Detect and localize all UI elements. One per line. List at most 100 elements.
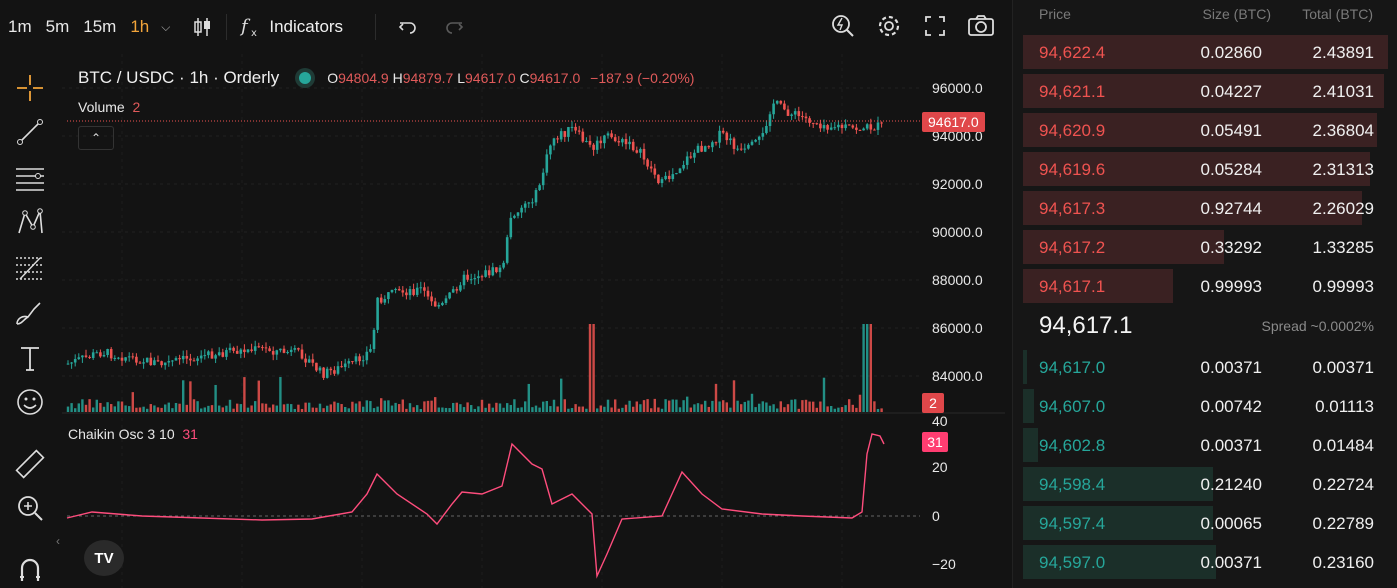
bid-size: 0.21240 [1200,475,1262,494]
price-axis-label: 92000.0 [932,176,983,192]
fullscreen-icon[interactable] [921,12,949,40]
bid-size: 0.00371 [1200,358,1262,377]
toolbar-divider [375,14,377,40]
price-axis-label: 84000.0 [932,368,983,384]
total-column-header: Total (BTC) [1302,6,1373,22]
timeframe-5m[interactable]: 5m [45,17,70,36]
bid-depth-bar [1023,428,1038,462]
bid-price: 94,597.0 [1039,553,1106,572]
settings-gear-icon[interactable] [875,12,903,40]
bid-depth-bar [1023,506,1213,540]
price-axis-label: 90000.0 [932,224,983,240]
ask-row[interactable]: 94,620.9 0.05491 2.36804 [1023,113,1388,147]
ask-size: 0.02860 [1200,43,1262,62]
ask-price: 94,617.3 [1039,199,1106,218]
market-status-dot [299,72,312,84]
redo-icon[interactable] [440,13,468,41]
bid-row[interactable]: 94,617.0 0.00371 0.00371 [1023,350,1388,384]
bid-row[interactable]: 94,598.4 0.21240 0.22724 [1023,467,1388,501]
bid-depth-bar [1023,350,1027,384]
timeframe-1m[interactable]: 1m [8,17,32,36]
indicators-button[interactable]: Indicators [269,17,344,36]
ask-row[interactable]: 94,617.1 0.99993 0.99993 [1023,269,1388,303]
ask-row[interactable]: 94,617.2 0.33292 1.33285 [1023,230,1388,264]
bid-total: 0.01113 [1315,397,1374,416]
ask-price: 94,620.9 [1039,121,1106,140]
screenshot-camera-icon[interactable] [967,12,995,40]
horizontal-lines-icon[interactable] [14,162,46,194]
bid-row[interactable]: 94,602.8 0.00371 0.01484 [1023,428,1388,462]
bid-row[interactable]: 94,597.4 0.00065 0.22789 [1023,506,1388,540]
bid-row[interactable]: 94,597.0 0.00371 0.23160 [1023,545,1388,579]
symbol-title[interactable]: BTC / USDC · 1h · Orderly [78,68,280,87]
volume-legend[interactable]: Volume 2 [78,99,141,115]
price-axis-label: 94000.0 [932,128,983,144]
crosshair-icon[interactable] [14,72,46,104]
emoji-icon[interactable] [14,386,46,418]
toolbar-divider [226,14,228,40]
toolbar-right-group [829,12,995,40]
symbol-legend: BTC / USDC · 1h · Orderly O94804.9 H9487… [78,68,694,88]
bid-total: 0.22789 [1312,514,1374,533]
ask-depth-bar [1023,152,1370,186]
osc-value-tag: 31 [922,432,948,452]
bid-total: 0.22724 [1312,475,1374,494]
oscillator-legend[interactable]: Chaikin Osc 3 10 31 [68,426,198,442]
price-column-header: Price [1039,6,1071,22]
collapse-legend-button[interactable]: ⌃ [78,126,114,150]
ask-row[interactable]: 94,622.4 0.02860 2.43891 [1023,35,1388,69]
bid-row[interactable]: 94,607.0 0.00742 0.01113 [1023,389,1388,423]
fib-retracement-icon[interactable] [14,252,46,284]
ask-depth-bar [1023,191,1363,225]
quick-search-icon[interactable] [829,12,857,40]
price-axis-label: 88000.0 [932,272,983,288]
timeframe-1h[interactable]: 1h [130,17,150,36]
volume-bars [66,324,883,412]
ask-depth-bar [1023,35,1388,69]
bid-size: 0.00371 [1200,553,1262,572]
bid-size: 0.00065 [1200,514,1262,533]
ask-size: 0.05284 [1200,160,1262,179]
tradingview-logo[interactable]: TV [84,540,124,576]
drawing-tools-sidebar: ‹ [0,54,62,588]
bid-depth-bar [1023,467,1213,501]
ask-row[interactable]: 94,617.3 0.92744 2.26029 [1023,191,1388,225]
pattern-icon[interactable] [14,206,46,238]
ask-total: 2.36804 [1312,121,1374,140]
bid-price: 94,598.4 [1039,475,1106,494]
ask-price: 94,617.2 [1039,238,1106,257]
candlestick-type-icon[interactable] [188,13,216,41]
brush-icon[interactable] [14,298,46,330]
ask-size: 0.05491 [1200,121,1262,140]
candlesticks [66,99,883,381]
ask-price: 94,619.6 [1039,160,1106,179]
size-column-header: Size (BTC) [1202,6,1271,22]
text-tool-icon[interactable] [14,342,46,374]
osc-axis-label: −20 [932,556,956,572]
trend-line-icon[interactable] [14,116,46,148]
ask-total: 2.26029 [1312,199,1374,218]
undo-icon[interactable] [394,13,422,41]
magnet-icon[interactable] [14,554,46,586]
timeframe-dropdown-chevron-icon[interactable]: ⌵ [161,19,171,34]
zoom-in-icon[interactable] [14,492,46,524]
ask-row[interactable]: 94,619.6 0.05284 2.31313 [1023,152,1388,186]
spread-label: Spread ~0.0002% [1261,318,1374,334]
bid-size: 0.00742 [1200,397,1262,416]
sidebar-collapse-chevron-icon[interactable]: ‹ [56,534,60,548]
ask-price: 94,622.4 [1039,43,1106,62]
timeframe-15m[interactable]: 15m [83,17,117,36]
ask-depth-bar [1023,269,1173,303]
chart-area[interactable]: BTC / USDC · 1h · Orderly O94804.9 H9487… [62,54,1005,588]
mid-price-row: 94,617.1 Spread ~0.0002% [1023,310,1388,344]
bid-total: 0.01484 [1312,436,1374,455]
volume-value-tag: 2 [922,393,944,413]
ask-row[interactable]: 94,621.1 0.04227 2.41031 [1023,74,1388,108]
bid-price: 94,607.0 [1039,397,1106,416]
bid-depth-bar [1023,545,1217,579]
chart-canvas[interactable] [62,54,1005,588]
ruler-icon[interactable] [14,448,46,480]
ask-depth-bar [1023,230,1224,264]
